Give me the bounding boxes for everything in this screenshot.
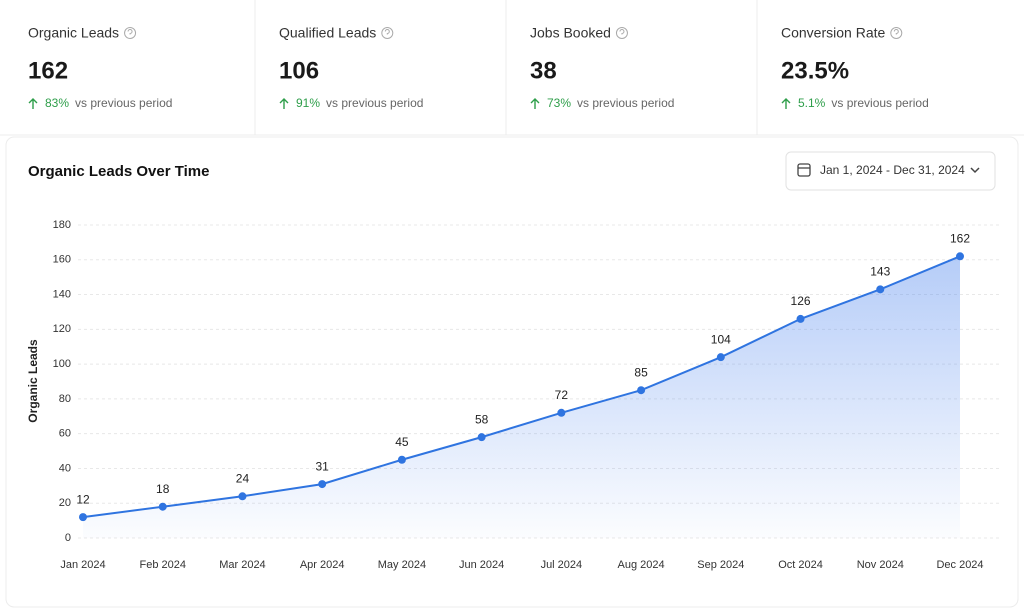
- data-label: 45: [395, 435, 409, 449]
- kpi-note: vs previous period: [326, 96, 423, 110]
- point: [238, 492, 247, 501]
- y-tick-label: 80: [59, 393, 71, 405]
- data-label: 126: [791, 294, 811, 308]
- help-icon: [619, 29, 625, 35]
- x-tick-label: Dec 2024: [936, 559, 983, 571]
- help-icon: [893, 29, 899, 35]
- kpi-note: vs previous period: [831, 96, 928, 110]
- x-tick-label: Mar 2024: [219, 559, 265, 571]
- point: [79, 513, 87, 522]
- help-icon: [890, 27, 903, 39]
- y-tick-label: 0: [65, 532, 71, 544]
- kpi-title: Jobs Booked: [530, 25, 611, 41]
- kpi-title: Conversion Rate: [781, 25, 885, 41]
- point: [956, 252, 964, 261]
- chevron: [970, 167, 980, 174]
- y-tick-label: 140: [53, 288, 71, 300]
- point: [477, 433, 486, 442]
- y-tick-label: 40: [59, 462, 71, 474]
- up-arrow: [279, 98, 289, 109]
- date-range[interactable]: Jan 1, 2024 - Dec 31, 2024: [820, 163, 965, 177]
- point: [397, 455, 406, 464]
- calendar-icon: [797, 163, 811, 177]
- data-label: 24: [236, 471, 250, 485]
- kpi-change: 73%: [547, 96, 571, 110]
- data-label: 18: [156, 482, 170, 496]
- point: [557, 408, 566, 417]
- up-arrow: [28, 98, 38, 109]
- kpi-change: 5.1%: [798, 96, 826, 110]
- up-arrow: [781, 98, 791, 109]
- point: [318, 480, 327, 489]
- data-label: 162: [950, 231, 970, 245]
- data-label: 31: [316, 459, 330, 473]
- y-tick-label: 160: [53, 254, 71, 266]
- x-tick-label: Aug 2024: [618, 559, 665, 571]
- y-axis-label: Organic Leads: [26, 339, 40, 423]
- x-tick-label: Jun 2024: [459, 559, 504, 571]
- kpi-change: 91%: [296, 96, 320, 110]
- help-icon: [381, 27, 394, 39]
- kpi-change: 83%: [45, 96, 69, 110]
- up-arrow: [530, 98, 540, 109]
- kpi-value: 162: [28, 57, 68, 84]
- y-tick-label: 180: [53, 219, 71, 231]
- data-label: 58: [475, 412, 489, 426]
- point: [796, 314, 805, 323]
- data-label: 143: [870, 265, 890, 279]
- kpi-value: 106: [279, 57, 319, 84]
- help-icon: [127, 29, 133, 35]
- data-labels: 12 18 24 31 45 58 72 85 104 126 143 162: [76, 231, 970, 506]
- area: [83, 256, 960, 538]
- help-icon: [124, 27, 137, 39]
- y-tick-label: 60: [59, 428, 71, 440]
- x-tick-label: Feb 2024: [139, 559, 185, 571]
- data-label: 72: [555, 388, 569, 402]
- kpi-title: Organic Leads: [28, 25, 119, 41]
- x-tick-label: Apr 2024: [300, 559, 345, 571]
- point: [637, 386, 646, 395]
- kpi-value: 38: [530, 57, 557, 84]
- line: [82, 255, 961, 519]
- y-tick-label: 100: [53, 358, 71, 370]
- x-tick-label: Oct 2024: [778, 559, 823, 571]
- x-tick-label: Sep 2024: [697, 559, 744, 571]
- point: [876, 285, 885, 294]
- date-picker-box[interactable]: [785, 151, 996, 191]
- help-icon: [384, 29, 390, 35]
- help-icon: [615, 27, 628, 39]
- kpi-note: vs previous period: [577, 96, 674, 110]
- chart-title: Organic Leads Over Time: [28, 163, 209, 180]
- x-tick-label: Nov 2024: [857, 559, 904, 571]
- date-picker[interactable]: Jan 1, 2024 - Dec 31, 2024: [785, 151, 996, 191]
- x-tick-label: May 2024: [378, 559, 426, 571]
- kpi-note: vs previous period: [75, 96, 172, 110]
- data-label: 104: [711, 332, 731, 346]
- x-tick-label: Jul 2024: [541, 559, 583, 571]
- y-tick-label: 20: [59, 497, 71, 509]
- data-label: 12: [76, 492, 90, 506]
- kpi-title: Qualified Leads: [279, 25, 376, 41]
- data-label: 85: [634, 365, 648, 379]
- y-tick-label: 120: [53, 323, 71, 335]
- point: [716, 353, 725, 362]
- point: [158, 502, 167, 511]
- x-tick-label: Jan 2024: [60, 559, 105, 571]
- kpi-value: 23.5%: [781, 57, 849, 84]
